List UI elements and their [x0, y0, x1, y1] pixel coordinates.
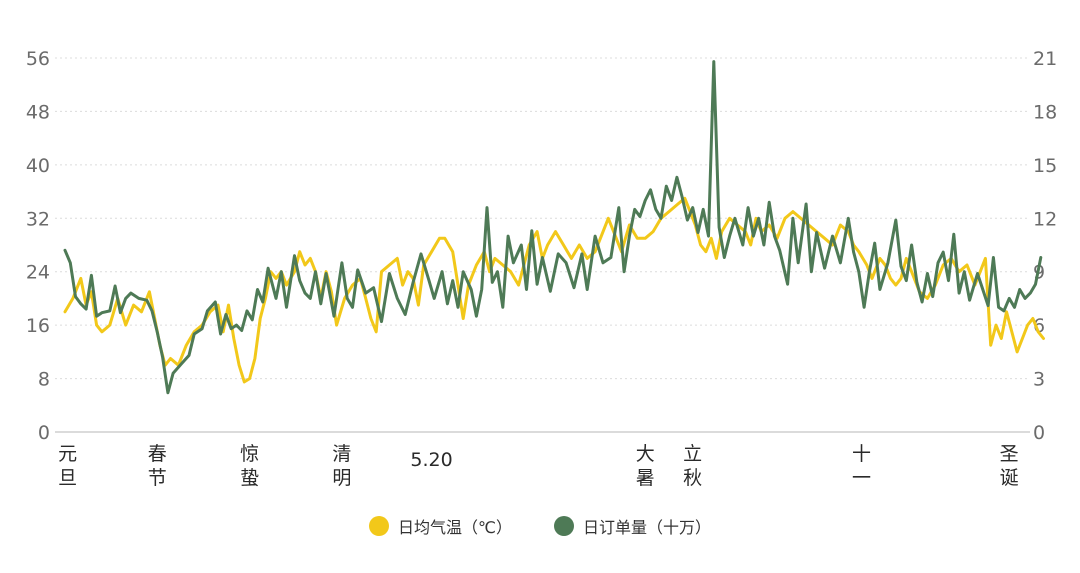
left-y-tick-label: 16 — [26, 315, 50, 337]
left-y-tick-label: 56 — [26, 48, 50, 70]
right-y-tick-label: 18 — [1033, 101, 1057, 123]
legend: 日均气温（℃） 日订单量（十万） — [0, 509, 1080, 543]
left-y-tick-label: 48 — [26, 101, 50, 123]
left-y-tick-label: 24 — [26, 262, 50, 284]
x-tick-label: 圣 — [1000, 443, 1019, 465]
left-y-tick-label: 40 — [26, 155, 50, 177]
legend-item-orders: 日订单量（十万） — [553, 514, 711, 538]
right-y-tick-label: 6 — [1033, 315, 1045, 337]
x-tick-label: 秋 — [683, 467, 702, 489]
x-tick-label: 清 — [332, 443, 351, 465]
right-y-tick-label: 21 — [1033, 48, 1057, 70]
x-tick-label: 明 — [332, 467, 351, 489]
right-y-tick-label: 0 — [1033, 422, 1045, 444]
legend-swatch-orders — [553, 516, 574, 536]
left-y-axis-ticks: 0 8 16 24 32 40 48 56 — [26, 48, 50, 444]
x-tick-label: 旦 — [58, 467, 77, 489]
legend-item-temperature: 日均气温（℃） — [369, 514, 512, 538]
x-tick-label: 节 — [148, 467, 167, 489]
x-tick-label: 元 — [58, 443, 77, 465]
x-tick-label: 立 — [683, 443, 702, 465]
right-y-tick-label: 12 — [1033, 208, 1057, 230]
x-tick-label: 暑 — [636, 467, 655, 489]
x-tick-label: 一 — [852, 467, 871, 489]
x-tick-label: 蛰 — [240, 467, 259, 489]
legend-label-temperature: 日均气温（℃） — [398, 518, 512, 537]
series-lines — [63, 60, 1045, 395]
left-y-tick-label: 32 — [26, 208, 50, 230]
left-y-tick-label: 0 — [38, 422, 50, 444]
x-tick-label: 5.20 — [410, 449, 452, 471]
temperature-line — [63, 196, 1045, 384]
right-y-tick-label: 15 — [1033, 155, 1057, 177]
x-tick-label: 大 — [636, 443, 655, 465]
right-y-tick-label: 3 — [1033, 369, 1045, 391]
x-tick-label: 十 — [852, 443, 871, 465]
x-tick-label: 诞 — [1000, 467, 1019, 489]
x-axis-labels: 元旦 春节 惊蛰 清明 5.20 大暑 立秋 十一 圣诞 — [58, 443, 1019, 489]
legend-label-orders: 日订单量（十万） — [582, 518, 711, 537]
left-y-tick-label: 8 — [38, 369, 50, 391]
x-tick-label: 惊 — [240, 443, 259, 465]
legend-swatch-temperature — [369, 516, 389, 536]
orders-line — [63, 60, 1043, 395]
x-tick-label: 春 — [148, 443, 167, 465]
